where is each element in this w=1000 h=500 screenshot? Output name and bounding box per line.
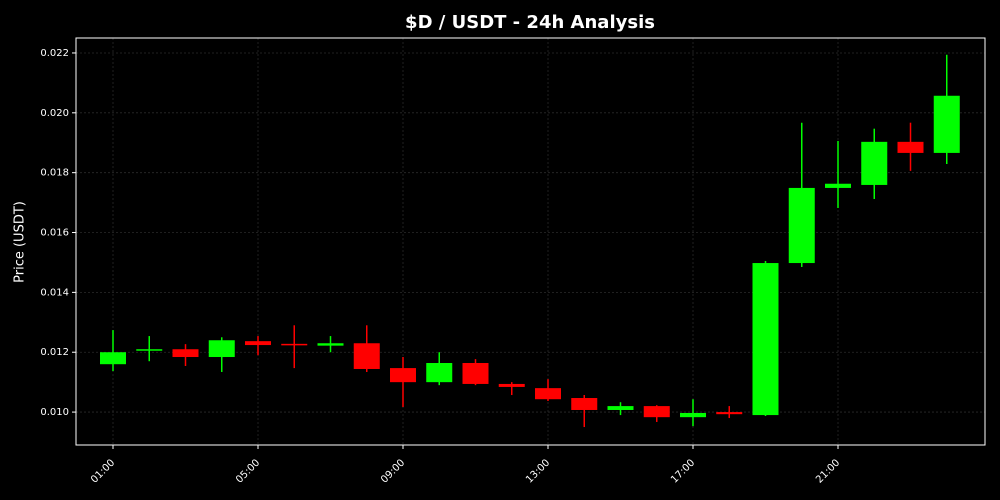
candle-body bbox=[462, 363, 489, 384]
y-tick-label: 0.022 bbox=[40, 48, 69, 59]
candle-body bbox=[172, 349, 199, 358]
y-tick-label: 0.014 bbox=[40, 287, 69, 298]
candle-body bbox=[825, 183, 851, 188]
candle-body bbox=[752, 263, 779, 416]
candle-body bbox=[571, 398, 598, 410]
candle-body bbox=[680, 412, 706, 418]
y-tick-label: 0.018 bbox=[40, 168, 69, 179]
candle-body bbox=[535, 388, 561, 400]
candle-body bbox=[861, 141, 888, 185]
candle-body bbox=[716, 412, 743, 415]
candle-body bbox=[353, 343, 380, 369]
candle-body bbox=[208, 340, 235, 358]
candle-body bbox=[100, 352, 126, 365]
candle-body bbox=[498, 383, 525, 387]
candle-body bbox=[245, 341, 271, 346]
y-tick-label: 0.020 bbox=[40, 108, 69, 119]
candle-body bbox=[643, 406, 670, 418]
candle-body bbox=[607, 406, 634, 410]
y-axis-label: Price (USDT) bbox=[13, 201, 28, 283]
candle-body bbox=[136, 349, 163, 351]
candle-body bbox=[281, 343, 308, 346]
chart-title: $D / USDT - 24h Analysis bbox=[405, 12, 655, 33]
candle-body bbox=[933, 95, 960, 153]
candle-body bbox=[426, 363, 453, 383]
y-tick-label: 0.010 bbox=[40, 407, 69, 418]
plot-frame bbox=[75, 37, 986, 446]
candle-body bbox=[788, 187, 815, 264]
candle-body bbox=[390, 368, 416, 383]
candle-body bbox=[897, 141, 924, 153]
y-tick-label: 0.012 bbox=[40, 347, 69, 358]
y-tick-label: 0.016 bbox=[40, 228, 69, 239]
candle-body bbox=[317, 343, 344, 346]
